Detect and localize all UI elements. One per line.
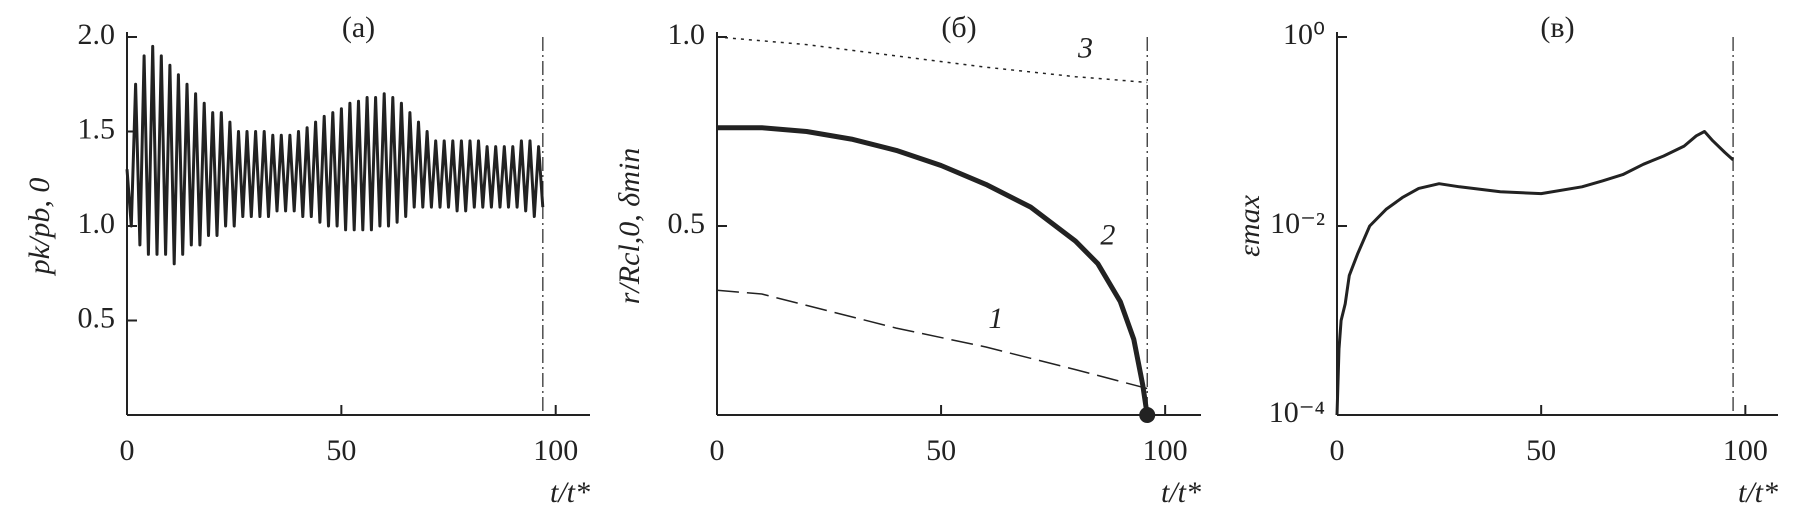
y-tick-label: 0.5 [668, 207, 706, 240]
end-marker [1139, 407, 1156, 423]
x-tick-label: 100 [533, 434, 578, 467]
y-tick-label: 0.5 [78, 301, 116, 334]
y-tick-label: 10⁻² [1270, 207, 1325, 240]
y-axis-label: r/Rcl,0, δmin [613, 148, 646, 304]
y-axis-label: pk/pb, 0 [23, 178, 56, 277]
x-tick-label: 0 [710, 434, 725, 467]
panel-title: (б) [941, 11, 976, 44]
x-axis-label: t/t* [1161, 476, 1201, 509]
x-tick-label: 0 [120, 434, 135, 467]
x-tick-label: 50 [926, 434, 956, 467]
y-tick-label: 1.5 [78, 112, 116, 145]
curve-label: 2 [1100, 219, 1115, 252]
series-line [717, 125, 1150, 416]
series-line [716, 36, 1148, 84]
x-tick-label: 50 [1526, 434, 1556, 467]
x-tick-label: 0 [1330, 434, 1345, 467]
series-line [1335, 130, 1735, 416]
y-tick-label: 10⁻⁴ [1269, 396, 1325, 429]
x-axis-label: t/t* [1738, 476, 1778, 509]
series-line [716, 289, 1148, 390]
series-line [125, 44, 545, 266]
panel-title: (в) [1540, 11, 1574, 44]
y-tick-label: 2.0 [78, 18, 116, 51]
panel-title: (а) [342, 11, 375, 44]
curve-label: 3 [1077, 32, 1093, 65]
x-tick-label: 100 [1143, 434, 1188, 467]
x-axis-label: t/t* [550, 476, 590, 509]
x-tick-label: 100 [1723, 434, 1768, 467]
y-axis-label: εmax [1233, 194, 1266, 256]
x-tick-label: 50 [326, 434, 356, 467]
y-tick-label: 1.0 [78, 207, 116, 240]
y-tick-label: 10⁰ [1283, 18, 1325, 51]
curve-label: 1 [988, 302, 1003, 335]
y-tick-label: 1.0 [668, 18, 706, 51]
